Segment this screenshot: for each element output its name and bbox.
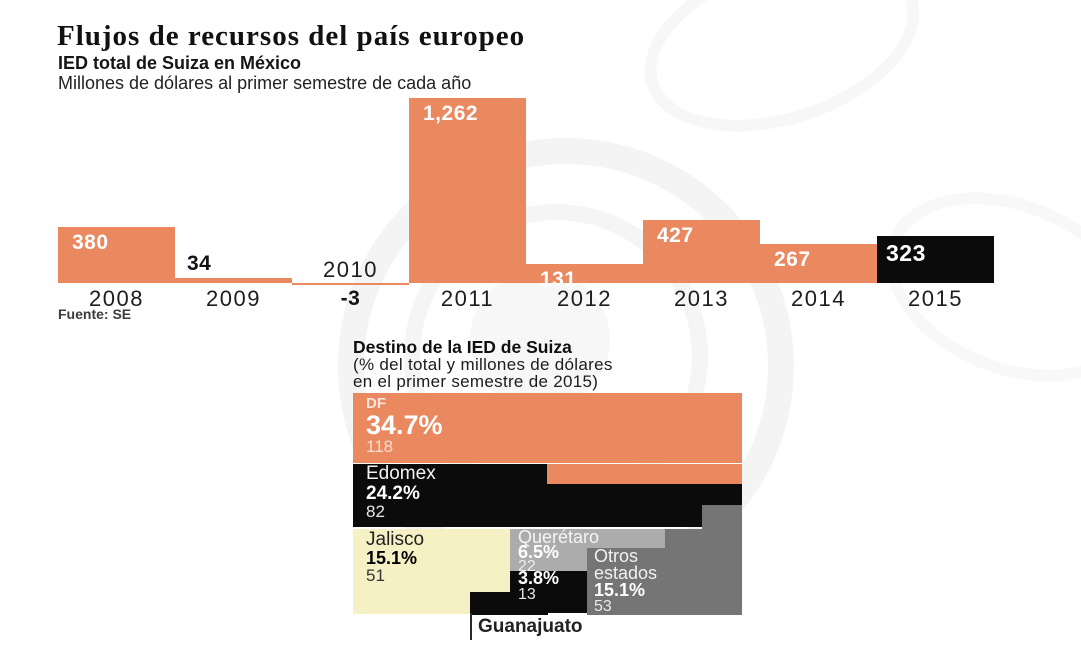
bar-value-2009: 34 — [187, 252, 212, 275]
block-name-queretaro: Querétaro — [518, 527, 600, 547]
bar-2010 — [292, 283, 409, 285]
year-label-2011: 2011 — [440, 286, 495, 311]
block-pct-guanajuato: 3.8% — [518, 568, 560, 588]
watermark-blob — [470, 270, 610, 410]
treemap-labels-queretaro: Querétaro 6.5% 22 — [518, 527, 658, 575]
bar-2013 — [643, 220, 760, 283]
treemap-block-df-part1 — [353, 393, 742, 463]
bar-2015 — [877, 236, 994, 283]
treemap-block-df-part2 — [547, 464, 742, 484]
treemap-labels-guanajuato: 3.8% 13 — [518, 568, 584, 603]
chart-subtitle: IED total de Suiza en México — [58, 53, 302, 73]
treemap-labels-jalisco: Jalisco 15.1% 51 — [366, 530, 506, 585]
bar-value-2014: 267 — [774, 248, 811, 271]
block-pct-df: 34.7% — [366, 410, 443, 440]
treemap-note-line1: (% del total y millones de dólares — [353, 355, 613, 374]
bar-value-2011: 1,262 — [423, 102, 479, 125]
year-label-2014: 2014 — [791, 286, 846, 311]
bar-2014 — [760, 244, 877, 283]
year-label-2013: 2013 — [674, 286, 729, 311]
bar-2012 — [526, 264, 643, 283]
block-pct-jalisco: 15.1% — [366, 548, 418, 568]
treemap-block-guanajuato-part2 — [470, 592, 548, 615]
guanajuato-label: Guanajuato — [478, 616, 583, 637]
treemap-block-otros-part2 — [665, 529, 742, 548]
bar-2009 — [175, 278, 292, 283]
chart-unit-note: Millones de dólares al primer semestre d… — [58, 73, 472, 93]
bar-value-2015: 323 — [886, 240, 926, 266]
block-amount-jalisco: 51 — [366, 566, 385, 585]
page-title: Flujos de recursos del país europeo — [57, 20, 526, 52]
block-name-edomex: Edomex — [366, 463, 436, 484]
bar-2011 — [409, 98, 526, 283]
source-note: Fuente: SE — [58, 306, 132, 322]
block-name-df: DF — [366, 395, 386, 412]
block-name-otros: Otros estados — [594, 546, 658, 583]
year-label-2012: 2012 — [557, 286, 612, 311]
bar-value-2013: 427 — [657, 224, 694, 247]
treemap-block-otros-part3 — [587, 548, 742, 615]
bar-value-2008: 380 — [72, 231, 109, 254]
year-label-2010: 2010 — [323, 257, 378, 282]
block-amount-edomex: 82 — [366, 502, 385, 521]
block-pct-queretaro: 6.5% — [518, 542, 560, 562]
block-amount-otros: 53 — [594, 598, 612, 615]
bar-2008 — [58, 227, 175, 283]
treemap-labels-otros: Otros estados 15.1% 53 — [594, 546, 704, 615]
bar-value-2010: -3 — [340, 287, 361, 310]
treemap-title: Destino de la IED de Suiza — [353, 337, 572, 357]
treemap-labels-edomex: Edomex 24.2% 82 — [366, 464, 536, 521]
treemap-block-otros-part1 — [702, 505, 742, 529]
block-pct-otros: 15.1% — [594, 580, 646, 600]
treemap-block-edomex-part2 — [353, 484, 742, 527]
treemap-labels-df: DF 34.7% 118 — [366, 396, 566, 456]
block-amount-guanajuato: 13 — [518, 586, 536, 603]
block-name-jalisco: Jalisco — [366, 529, 425, 550]
year-label-2008: 2008 — [89, 286, 144, 311]
guanajuato-leader-line — [470, 613, 472, 640]
year-label-2015: 2015 — [908, 286, 963, 311]
bar-value-2012: 131 — [540, 268, 577, 291]
block-amount-df: 118 — [366, 437, 394, 456]
block-pct-edomex: 24.2% — [366, 483, 420, 504]
treemap-note-line2: en el primer semestre de 2015) — [353, 372, 599, 391]
block-amount-queretaro: 22 — [518, 558, 536, 575]
year-label-2009: 2009 — [206, 286, 261, 311]
